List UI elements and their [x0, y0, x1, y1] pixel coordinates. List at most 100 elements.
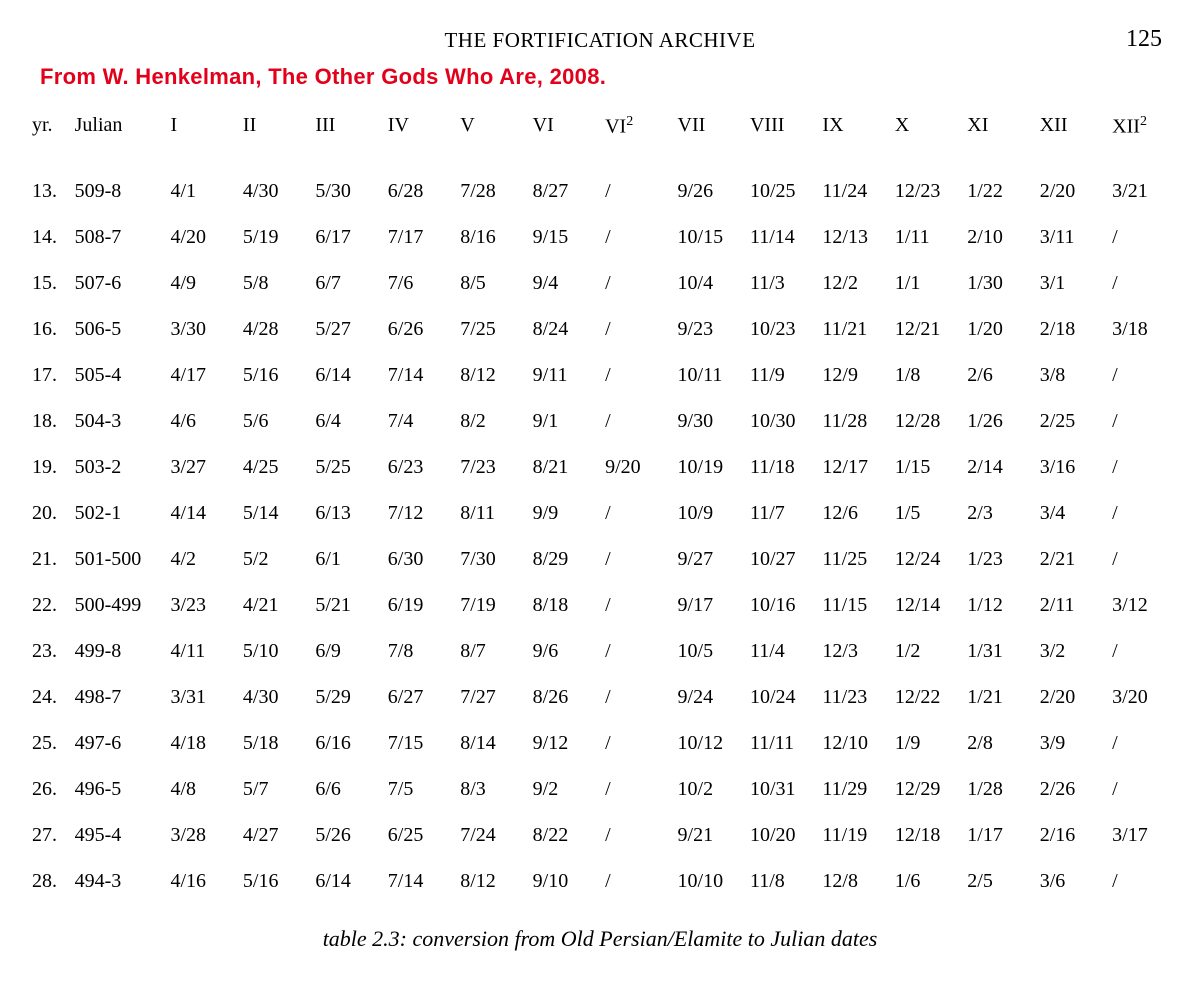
cell-month: 12/28: [893, 398, 965, 444]
cell-month: 10/20: [748, 812, 820, 858]
cell-yr: 13.: [30, 168, 73, 214]
table-row: 26.496-54/85/76/67/58/39/2/10/210/3111/2…: [30, 766, 1170, 812]
cell-month: /: [603, 582, 675, 628]
cell-julian: 495-4: [73, 812, 169, 858]
cell-month: /: [603, 674, 675, 720]
cell-month: 3/28: [168, 812, 240, 858]
cell-month: 8/14: [458, 720, 530, 766]
cell-month: 12/10: [820, 720, 892, 766]
cell-month: 1/22: [965, 168, 1037, 214]
cell-month: 3/16: [1038, 444, 1110, 490]
cell-month: 12/8: [820, 858, 892, 904]
cell-month: 11/4: [748, 628, 820, 674]
cell-yr: 25.: [30, 720, 73, 766]
cell-month: 10/15: [676, 214, 748, 260]
cell-month: 5/19: [241, 214, 313, 260]
cell-month: 8/29: [531, 536, 603, 582]
cell-month: 11/8: [748, 858, 820, 904]
cell-month: 5/8: [241, 260, 313, 306]
cell-yr: 18.: [30, 398, 73, 444]
cell-yr: 22.: [30, 582, 73, 628]
cell-month: 2/5: [965, 858, 1037, 904]
cell-month: 12/9: [820, 352, 892, 398]
cell-month: 11/14: [748, 214, 820, 260]
cell-julian: 503-2: [73, 444, 169, 490]
cell-month: 5/7: [241, 766, 313, 812]
table-row: 18.504-34/65/66/47/48/29/1/9/3010/3011/2…: [30, 398, 1170, 444]
col-m8: VIII: [748, 110, 820, 168]
table-row: 24.498-73/314/305/296/277/278/26/9/2410/…: [30, 674, 1170, 720]
cell-month: 12/3: [820, 628, 892, 674]
cell-julian: 504-3: [73, 398, 169, 444]
cell-month: 6/1: [313, 536, 385, 582]
cell-month: 3/20: [1110, 674, 1170, 720]
cell-month: 9/30: [676, 398, 748, 444]
cell-month: /: [1110, 444, 1170, 490]
cell-month: 2/14: [965, 444, 1037, 490]
table-header-row: yr. Julian I II III IV V VI VI2 VII VIII…: [30, 110, 1170, 168]
cell-month: 9/15: [531, 214, 603, 260]
cell-month: /: [1110, 352, 1170, 398]
source-citation: From W. Henkelman, The Other Gods Who Ar…: [40, 64, 1170, 90]
cell-month: 6/26: [386, 306, 458, 352]
cell-month: 10/5: [676, 628, 748, 674]
cell-month: 6/9: [313, 628, 385, 674]
cell-month: 6/25: [386, 812, 458, 858]
cell-month: 3/4: [1038, 490, 1110, 536]
cell-month: /: [603, 306, 675, 352]
cell-month: 5/29: [313, 674, 385, 720]
cell-month: /: [603, 352, 675, 398]
cell-month: 4/20: [168, 214, 240, 260]
cell-month: 4/8: [168, 766, 240, 812]
cell-month: 3/2: [1038, 628, 1110, 674]
cell-month: 8/22: [531, 812, 603, 858]
table-row: 20.502-14/145/146/137/128/119/9/10/911/7…: [30, 490, 1170, 536]
cell-month: 6/28: [386, 168, 458, 214]
cell-month: /: [1110, 398, 1170, 444]
table-row: 15.507-64/95/86/77/68/59/4/10/411/312/21…: [30, 260, 1170, 306]
cell-month: 9/11: [531, 352, 603, 398]
cell-month: /: [1110, 858, 1170, 904]
col-m6b: VI2: [603, 110, 675, 168]
cell-month: 5/16: [241, 352, 313, 398]
cell-month: 8/24: [531, 306, 603, 352]
cell-yr: 26.: [30, 766, 73, 812]
cell-month: 1/17: [965, 812, 1037, 858]
cell-month: 1/23: [965, 536, 1037, 582]
cell-month: 11/7: [748, 490, 820, 536]
cell-yr: 19.: [30, 444, 73, 490]
cell-yr: 28.: [30, 858, 73, 904]
cell-month: 3/31: [168, 674, 240, 720]
cell-month: 6/27: [386, 674, 458, 720]
cell-month: 2/16: [1038, 812, 1110, 858]
cell-month: 8/16: [458, 214, 530, 260]
cell-month: 7/28: [458, 168, 530, 214]
cell-month: 3/18: [1110, 306, 1170, 352]
cell-yr: 24.: [30, 674, 73, 720]
cell-month: 11/3: [748, 260, 820, 306]
cell-month: /: [603, 260, 675, 306]
cell-month: 6/14: [313, 352, 385, 398]
cell-month: 1/11: [893, 214, 965, 260]
cell-month: 2/20: [1038, 168, 1110, 214]
cell-month: 6/16: [313, 720, 385, 766]
cell-month: 3/1: [1038, 260, 1110, 306]
cell-month: 9/24: [676, 674, 748, 720]
cell-month: 6/14: [313, 858, 385, 904]
cell-month: 5/26: [313, 812, 385, 858]
cell-month: 5/14: [241, 490, 313, 536]
cell-month: 6/23: [386, 444, 458, 490]
cell-month: 7/30: [458, 536, 530, 582]
cell-month: 4/21: [241, 582, 313, 628]
cell-month: 1/31: [965, 628, 1037, 674]
cell-month: 11/25: [820, 536, 892, 582]
cell-month: 9/9: [531, 490, 603, 536]
cell-month: /: [603, 766, 675, 812]
cell-month: /: [603, 398, 675, 444]
cell-month: 10/31: [748, 766, 820, 812]
cell-month: 5/10: [241, 628, 313, 674]
cell-month: 1/28: [965, 766, 1037, 812]
cell-julian: 501-500: [73, 536, 169, 582]
cell-month: 3/30: [168, 306, 240, 352]
cell-yr: 15.: [30, 260, 73, 306]
